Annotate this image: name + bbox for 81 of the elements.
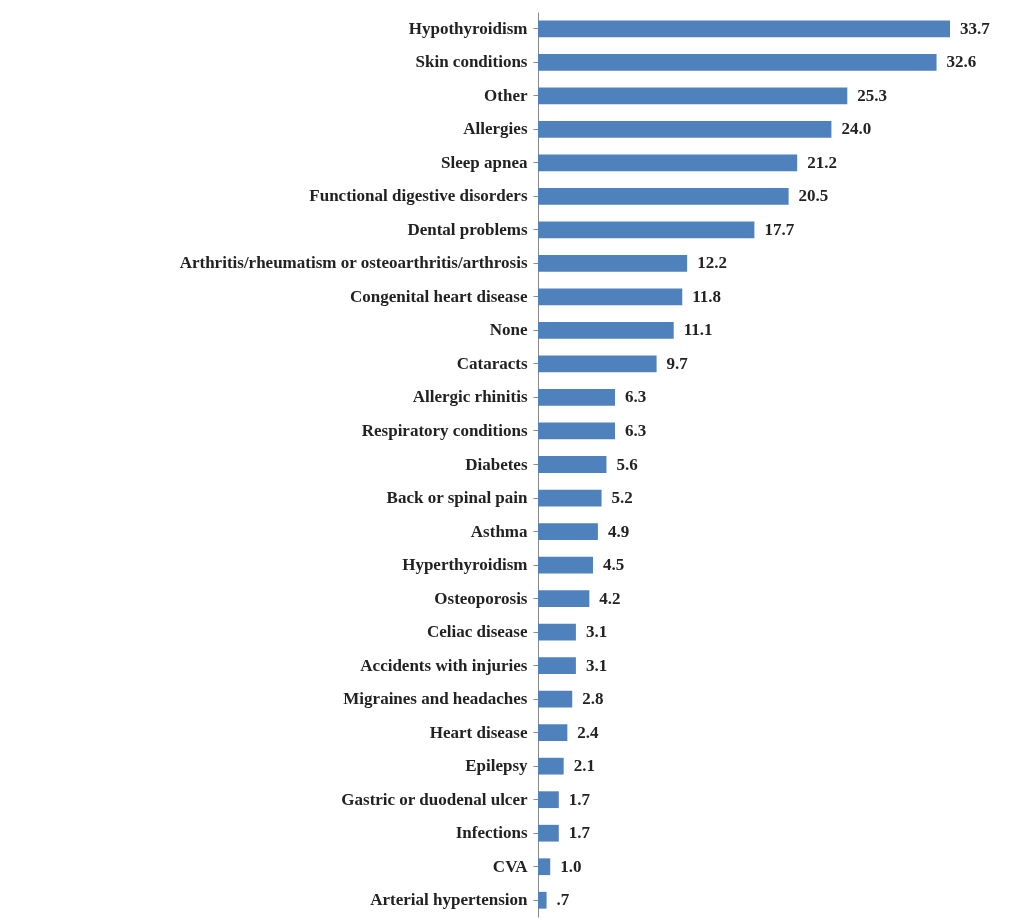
y-tick-label: Hyperthyroidism	[402, 555, 528, 575]
bar	[538, 53, 937, 71]
bar	[538, 154, 798, 172]
y-tick-label: Arterial hypertension	[370, 890, 529, 910]
y-tick-label: Heart disease	[429, 722, 528, 742]
bar	[538, 657, 576, 674]
bar	[538, 389, 616, 406]
y-tick-label: Other	[484, 85, 528, 105]
bar	[538, 456, 607, 473]
y-tick-label: Epilepsy	[465, 756, 528, 776]
data-label: 12.2	[697, 253, 727, 273]
bar	[538, 187, 789, 205]
bar	[538, 355, 657, 373]
y-tick-label: Accidents with injuries	[360, 655, 528, 675]
data-label: 4.9	[607, 521, 630, 541]
bar	[538, 623, 576, 641]
data-label: 24.0	[841, 119, 872, 139]
data-label: 6.3	[625, 420, 647, 440]
y-tick-label: CVA	[492, 856, 529, 876]
data-label: 9.7	[666, 353, 689, 373]
y-tick-label: Osteoporosis	[434, 588, 528, 608]
y-tick-label: Arthritis/rheumatism or osteoarthritis/arthrosis	[179, 253, 528, 273]
data-label: 21.2	[807, 152, 837, 172]
y-tick-label: Allergic rhinitis	[412, 387, 528, 407]
data-label: 3.1	[585, 655, 608, 675]
bar	[538, 824, 559, 842]
data-label: 32.6	[946, 52, 977, 72]
y-tick-label: Infections	[455, 823, 528, 843]
y-tick-label: Dental problems	[407, 219, 528, 239]
bar	[538, 757, 564, 775]
data-label: 4.5	[603, 555, 625, 575]
bar	[538, 221, 755, 239]
data-label: 1.7	[568, 789, 591, 809]
y-tick-label: Skin conditions	[415, 52, 528, 72]
data-label: 1.7	[568, 823, 591, 843]
data-label: 11.8	[692, 286, 722, 306]
bar	[538, 791, 559, 809]
y-tick-label: Respiratory conditions	[361, 420, 528, 440]
data-label: 20.5	[798, 186, 829, 206]
y-tick-label: Back or spinal pain	[386, 488, 529, 508]
y-tick-label: Gastric or duodenal ulcer	[341, 789, 528, 809]
y-tick-label: Cataracts	[456, 353, 528, 373]
bar	[538, 422, 616, 440]
data-label: 6.3	[625, 387, 647, 407]
y-tick-label: Congenital heart disease	[349, 286, 528, 306]
data-label: .7	[556, 890, 570, 910]
data-label: 1.0	[560, 856, 582, 876]
y-tick-label: Migraines and headaches	[343, 689, 528, 709]
data-label: 17.7	[764, 219, 795, 239]
bar	[538, 590, 590, 607]
data-label: 2.4	[577, 722, 600, 742]
y-tick-label: Asthma	[470, 521, 528, 541]
y-tick-label: None	[489, 320, 528, 340]
bar	[538, 858, 551, 876]
bar	[538, 255, 688, 272]
bar	[538, 489, 602, 507]
data-label: 5.6	[616, 454, 638, 474]
data-label: 11.1	[683, 320, 713, 340]
bar	[538, 724, 568, 742]
data-label: 4.2	[599, 588, 621, 608]
data-label: 33.7	[960, 18, 991, 38]
data-label: 25.3	[857, 85, 888, 105]
data-label: 2.1	[573, 756, 595, 776]
bar	[538, 891, 547, 909]
y-tick-label: Functional digestive disorders	[309, 186, 528, 206]
data-label: 3.1	[585, 622, 608, 642]
y-tick-label: Sleep apnea	[441, 152, 528, 172]
y-tick-label: Diabetes	[465, 454, 528, 474]
bar	[538, 690, 573, 708]
data-label: 2.8	[582, 689, 604, 709]
bar	[538, 322, 674, 339]
bar	[538, 556, 594, 574]
y-tick-label: Celiac disease	[426, 622, 528, 642]
bar	[538, 288, 683, 306]
bar	[538, 87, 848, 105]
data-label: 5.2	[611, 488, 633, 508]
bar	[538, 523, 598, 540]
y-tick-label: Hypothyroidism	[408, 18, 528, 38]
bar	[538, 120, 832, 138]
y-tick-label: Allergies	[463, 119, 528, 139]
bar	[538, 20, 950, 38]
